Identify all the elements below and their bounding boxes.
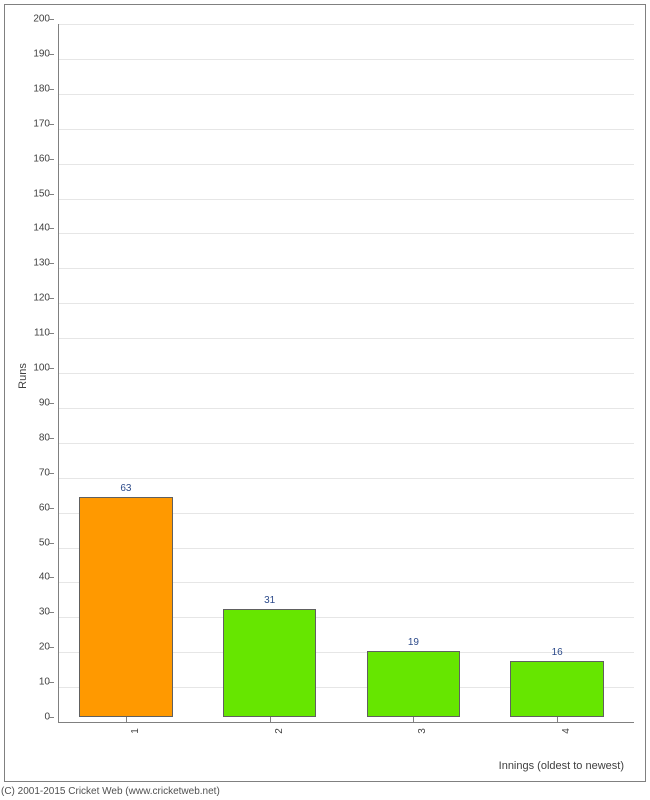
bar-value-label: 31 xyxy=(264,595,275,606)
x-tick-mark xyxy=(413,717,414,722)
y-tick-mark xyxy=(49,368,54,369)
bar-value-label: 63 xyxy=(120,483,131,494)
chart-container: Runs Innings (oldest to newest) (C) 2001… xyxy=(0,0,650,800)
x-axis-title: Innings (oldest to newest) xyxy=(499,760,624,772)
y-tick-label: 80 xyxy=(10,432,50,443)
gridline xyxy=(59,164,634,165)
y-tick-mark xyxy=(49,159,54,160)
gridline xyxy=(59,233,634,234)
y-tick-label: 90 xyxy=(10,397,50,408)
x-tick-label: 4 xyxy=(561,728,572,734)
y-tick-mark xyxy=(49,263,54,264)
x-tick-label: 3 xyxy=(417,728,428,734)
copyright-text: (C) 2001-2015 Cricket Web (www.cricketwe… xyxy=(1,786,220,797)
y-tick-mark xyxy=(49,194,54,195)
gridline xyxy=(59,24,634,25)
bar-value-label: 16 xyxy=(552,647,563,658)
y-tick-mark xyxy=(49,543,54,544)
gridline xyxy=(59,408,634,409)
bar xyxy=(510,661,603,717)
y-tick-mark xyxy=(49,473,54,474)
y-tick-label: 120 xyxy=(10,293,50,304)
y-tick-mark xyxy=(49,228,54,229)
gridline xyxy=(59,268,634,269)
y-tick-mark xyxy=(49,508,54,509)
y-tick-label: 60 xyxy=(10,502,50,513)
y-tick-mark xyxy=(49,717,54,718)
gridline xyxy=(59,199,634,200)
y-tick-label: 130 xyxy=(10,258,50,269)
y-tick-label: 170 xyxy=(10,118,50,129)
y-tick-label: 200 xyxy=(10,14,50,25)
y-tick-label: 140 xyxy=(10,223,50,234)
y-tick-label: 0 xyxy=(10,712,50,723)
bar-value-label: 19 xyxy=(408,637,419,648)
gridline xyxy=(59,443,634,444)
x-tick-mark xyxy=(557,717,558,722)
y-tick-label: 160 xyxy=(10,153,50,164)
gridline xyxy=(59,129,634,130)
y-tick-label: 10 xyxy=(10,677,50,688)
y-tick-mark xyxy=(49,19,54,20)
gridline xyxy=(59,373,634,374)
y-tick-label: 40 xyxy=(10,572,50,583)
y-tick-mark xyxy=(49,682,54,683)
y-tick-label: 50 xyxy=(10,537,50,548)
y-tick-mark xyxy=(49,54,54,55)
x-tick-mark xyxy=(126,717,127,722)
x-tick-label: 2 xyxy=(274,728,285,734)
bar xyxy=(79,497,172,717)
y-tick-mark xyxy=(49,333,54,334)
bar xyxy=(223,609,316,717)
gridline xyxy=(59,59,634,60)
x-tick-label: 1 xyxy=(130,728,141,734)
y-tick-label: 150 xyxy=(10,188,50,199)
y-tick-label: 70 xyxy=(10,467,50,478)
y-tick-mark xyxy=(49,577,54,578)
y-tick-label: 180 xyxy=(10,83,50,94)
gridline xyxy=(59,303,634,304)
y-tick-label: 30 xyxy=(10,607,50,618)
y-tick-mark xyxy=(49,89,54,90)
y-tick-label: 110 xyxy=(10,328,50,339)
bar xyxy=(367,651,460,717)
gridline xyxy=(59,94,634,95)
x-tick-mark xyxy=(270,717,271,722)
y-tick-mark xyxy=(49,612,54,613)
gridline xyxy=(59,478,634,479)
y-tick-label: 20 xyxy=(10,642,50,653)
y-tick-mark xyxy=(49,298,54,299)
y-tick-mark xyxy=(49,124,54,125)
y-tick-mark xyxy=(49,647,54,648)
y-tick-mark xyxy=(49,403,54,404)
y-tick-label: 100 xyxy=(10,363,50,374)
y-tick-label: 190 xyxy=(10,48,50,59)
y-tick-mark xyxy=(49,438,54,439)
gridline xyxy=(59,338,634,339)
